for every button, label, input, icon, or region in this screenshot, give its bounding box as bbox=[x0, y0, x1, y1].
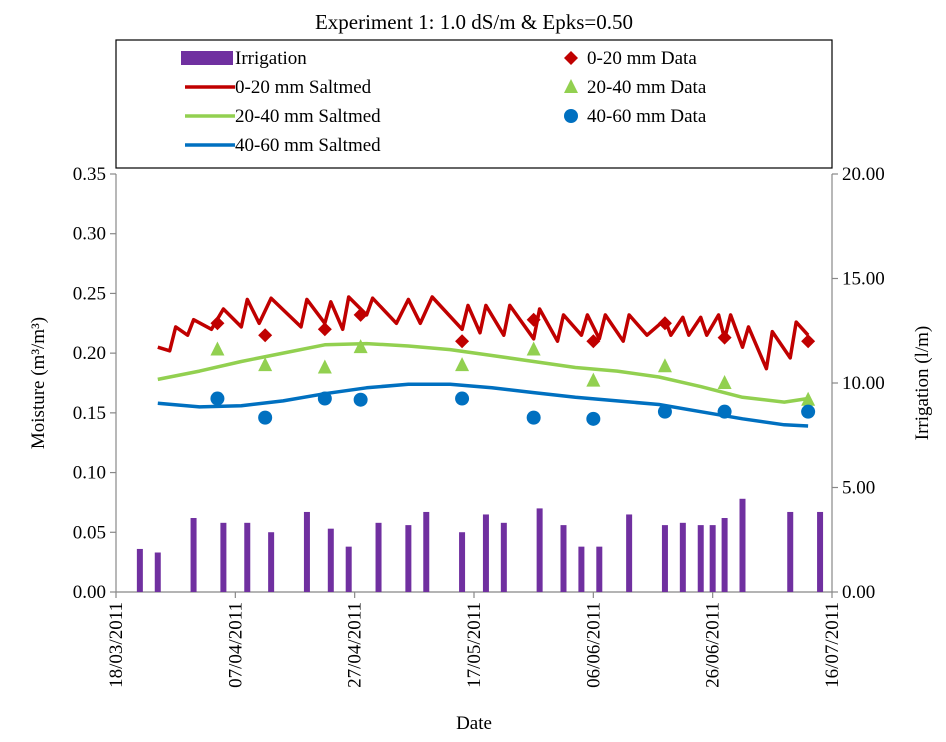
irrigation-bar bbox=[578, 546, 585, 592]
irrigation-bar bbox=[136, 548, 143, 592]
data-point bbox=[353, 392, 368, 407]
x-tick-label: 17/05/2011 bbox=[464, 602, 485, 688]
data-point bbox=[526, 410, 541, 425]
x-tick-label: 06/06/2011 bbox=[583, 602, 604, 688]
data-point bbox=[210, 316, 225, 331]
model-line bbox=[157, 382, 809, 428]
data-point bbox=[317, 359, 332, 374]
data-point bbox=[801, 391, 816, 406]
irrigation-bar bbox=[482, 514, 489, 592]
data-point bbox=[657, 316, 672, 331]
y2-tick-label: 15.00 bbox=[842, 269, 885, 290]
x-tick-label: 18/03/2011 bbox=[106, 602, 127, 688]
y-tick-label: 0.25 bbox=[73, 283, 106, 304]
irrigation-bar bbox=[268, 532, 275, 592]
chart-title: Experiment 1: 1.0 dS/m & Epks=0.50 bbox=[315, 10, 633, 34]
irrigation-bar bbox=[679, 522, 686, 592]
legend-swatch bbox=[564, 51, 578, 65]
legend-swatch bbox=[181, 51, 233, 65]
irrigation-bar bbox=[327, 528, 334, 592]
data-point bbox=[657, 404, 672, 419]
irrigation-bar bbox=[817, 511, 824, 592]
data-point bbox=[210, 341, 225, 356]
data-point bbox=[455, 357, 470, 372]
irrigation-bar bbox=[375, 522, 382, 592]
irrigation-bar bbox=[190, 518, 197, 592]
y-tick-label: 0.15 bbox=[73, 403, 106, 424]
legend-label: 0-20 mm Data bbox=[587, 48, 697, 69]
irrigation-bar bbox=[787, 511, 794, 592]
irrigation-bar bbox=[220, 522, 227, 592]
y-tick-label: 0.00 bbox=[73, 582, 106, 603]
irrigation-bar bbox=[739, 498, 746, 592]
data-point bbox=[258, 410, 273, 425]
data-point bbox=[353, 307, 368, 322]
data-point bbox=[801, 334, 816, 349]
data-point bbox=[717, 375, 732, 389]
y-tick-label: 0.20 bbox=[73, 343, 106, 364]
data-point bbox=[586, 411, 601, 426]
data-point bbox=[258, 357, 273, 372]
irrigation-bar bbox=[721, 518, 728, 592]
y2-tick-label: 20.00 bbox=[842, 164, 885, 185]
data-point bbox=[801, 404, 816, 419]
y2-tick-label: 10.00 bbox=[842, 373, 885, 394]
data-point bbox=[586, 334, 601, 349]
irrigation-bar bbox=[560, 525, 567, 592]
legend-label: 40-60 mm Data bbox=[587, 106, 707, 127]
data-point bbox=[526, 312, 541, 327]
data-point bbox=[717, 404, 732, 419]
y-tick-label: 0.05 bbox=[73, 522, 106, 543]
irrigation-bar bbox=[345, 546, 352, 592]
data-point bbox=[717, 330, 732, 345]
y-axis-title: Moisture (m³/m³) bbox=[28, 317, 49, 449]
y-tick-label: 0.35 bbox=[73, 164, 106, 185]
x-axis-title: Date bbox=[456, 713, 492, 734]
irrigation-bar bbox=[405, 525, 412, 592]
irrigation-bar bbox=[661, 525, 668, 592]
x-tick-label: 26/06/2011 bbox=[703, 602, 724, 688]
data-point bbox=[586, 372, 601, 387]
y2-tick-label: 0.00 bbox=[842, 582, 875, 603]
irrigation-bar bbox=[500, 522, 507, 592]
data-point bbox=[455, 334, 470, 349]
irrigation-bar bbox=[244, 522, 251, 592]
legend-label: Irrigation bbox=[235, 48, 307, 69]
x-tick-label: 07/04/2011 bbox=[225, 602, 246, 688]
y2-axis-title: Irrigation (l/m) bbox=[912, 326, 933, 441]
data-point bbox=[526, 341, 541, 356]
data-point bbox=[258, 328, 273, 343]
data-point bbox=[317, 322, 332, 337]
irrigation-bar bbox=[596, 546, 603, 592]
data-point bbox=[210, 391, 225, 406]
y-tick-label: 0.10 bbox=[73, 463, 106, 484]
irrigation-bar bbox=[303, 511, 310, 592]
x-tick-label: 27/04/2011 bbox=[345, 602, 366, 688]
model-line bbox=[157, 341, 809, 404]
model-line bbox=[157, 295, 810, 371]
data-point bbox=[657, 358, 672, 373]
irrigation-bar bbox=[154, 552, 161, 592]
irrigation-bar bbox=[536, 508, 543, 592]
legend-label: 0-20 mm Saltmed bbox=[235, 77, 372, 98]
irrigation-bar bbox=[423, 511, 430, 592]
legend-box bbox=[115, 39, 833, 169]
irrigation-bar bbox=[709, 525, 716, 592]
legend-swatch bbox=[564, 79, 578, 93]
irrigation-bar bbox=[697, 525, 704, 592]
legend-label: 20-40 mm Data bbox=[587, 77, 707, 98]
irrigation-bar bbox=[459, 532, 466, 592]
y-tick-label: 0.30 bbox=[73, 224, 106, 245]
data-point bbox=[455, 391, 470, 406]
legend-label: 20-40 mm Saltmed bbox=[235, 106, 381, 127]
data-point bbox=[317, 391, 332, 406]
legend-swatch bbox=[564, 109, 578, 123]
data-point bbox=[353, 339, 368, 354]
y2-tick-label: 5.00 bbox=[842, 478, 875, 499]
legend-label: 40-60 mm Saltmed bbox=[235, 135, 381, 156]
irrigation-bar bbox=[626, 514, 633, 592]
x-tick-label: 16/07/2011 bbox=[822, 602, 843, 688]
